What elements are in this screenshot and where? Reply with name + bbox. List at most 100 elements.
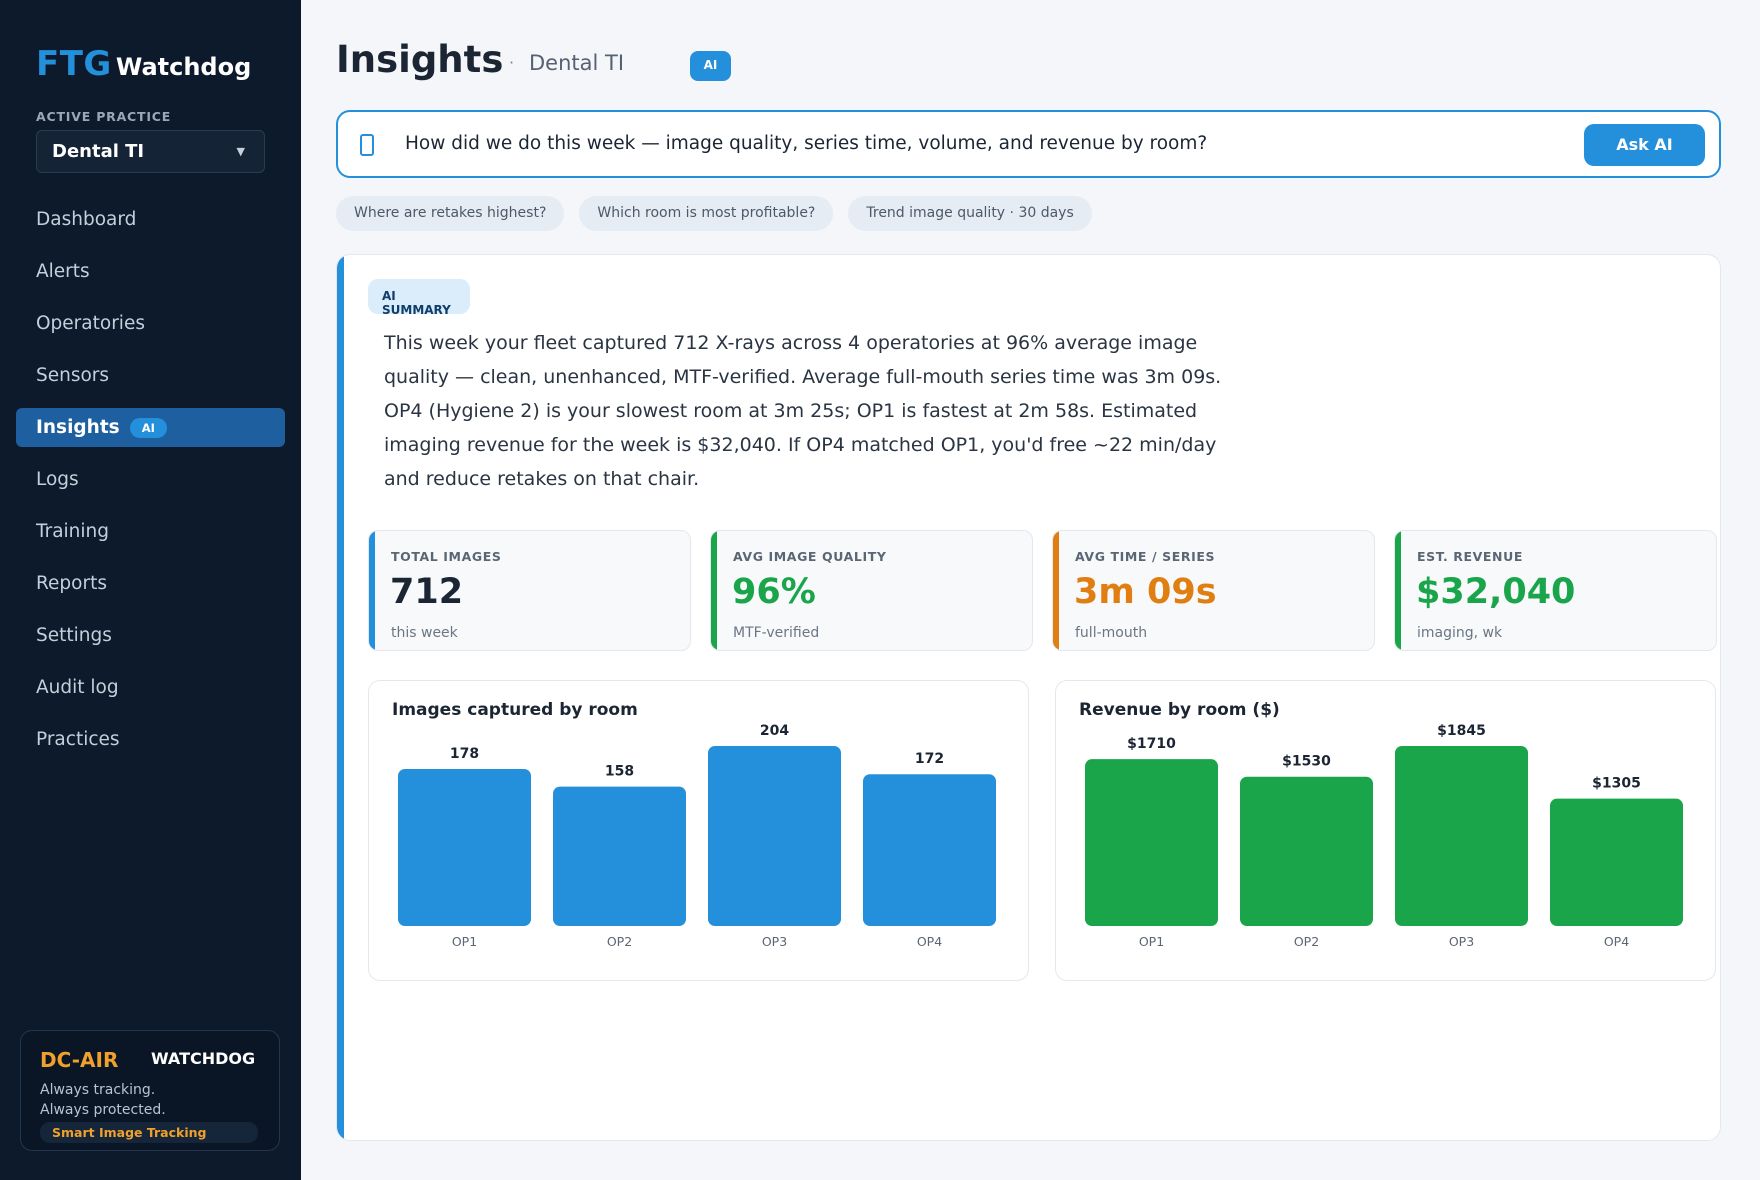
bar-op4[interactable] xyxy=(863,774,996,926)
sidebar-item-label: Sensors xyxy=(36,365,110,386)
ai-summary-text: This week your fleet captured 712 X-rays… xyxy=(384,332,1222,490)
practice-select[interactable]: Dental TI ▼ xyxy=(36,130,265,173)
promo-product: WATCHDOG xyxy=(151,1049,256,1068)
ask-ai-button[interactable]: Ask AI xyxy=(1584,124,1705,166)
x-tick-label: OP2 xyxy=(607,934,632,949)
kpi-card: TOTAL IMAGES 712 this week xyxy=(368,530,691,651)
chat-icon xyxy=(360,134,374,156)
sidebar-item-alerts[interactable]: Alerts xyxy=(16,252,285,291)
sidebar-item-settings[interactable]: Settings xyxy=(16,616,285,655)
suggestion-chips: Where are retakes highest? Which room is … xyxy=(336,196,1107,231)
kpi-accent xyxy=(711,531,717,650)
sidebar-item-sensors[interactable]: Sensors xyxy=(16,356,285,395)
x-tick-label: OP3 xyxy=(762,934,787,949)
bar-op2[interactable] xyxy=(553,786,686,926)
promo-brand: DC-AIR xyxy=(40,1048,119,1072)
kpi-label: TOTAL IMAGES xyxy=(391,549,502,564)
promo-card: DC-AIR WATCHDOG Always tracking. Always … xyxy=(20,1030,280,1151)
sidebar-item-label: Logs xyxy=(36,469,79,490)
revenue-by-room-chart: Revenue by room ($) $1710 OP1 $1530 OP2 $184… xyxy=(1055,680,1716,981)
sidebar-item-operatories[interactable]: Operatories xyxy=(16,304,285,343)
sidebar-item-insights[interactable]: Insights AI xyxy=(16,408,285,447)
sidebar-nav: Dashboard Alerts Operatories Sensors Insight… xyxy=(16,200,285,772)
bar-value-label: 158 xyxy=(605,764,634,780)
kpi-accent xyxy=(1395,531,1401,650)
bar-value-label: $1845 xyxy=(1437,723,1486,739)
chart-title: Images captured by room xyxy=(392,700,638,720)
bar-value-label: $1710 xyxy=(1127,736,1176,752)
kpi-card: EST. REVENUE $32,040 imaging, wk xyxy=(1394,530,1717,651)
sidebar-item-label: Training xyxy=(36,521,109,542)
bar-op4[interactable] xyxy=(1550,798,1683,926)
revenue-by-room-plot: $1710 OP1 $1530 OP2 $1845 OP3 $1305 OP4 xyxy=(1085,723,1683,949)
chart-title: Revenue by room ($) xyxy=(1079,700,1280,720)
promo-line-1: Always tracking. xyxy=(40,1082,156,1098)
bar-op3[interactable] xyxy=(1395,746,1528,926)
x-tick-label: OP1 xyxy=(1139,934,1164,949)
ai-summary-badge: AI SUMMARY xyxy=(368,279,470,317)
sidebar-item-label: Audit log xyxy=(36,677,119,698)
promo-line-2: Always protected. xyxy=(40,1102,166,1118)
kpi-card: AVG IMAGE QUALITY 96% MTF-verified xyxy=(710,530,1033,651)
bar-value-label: 178 xyxy=(450,746,479,762)
kpi-label: AVG IMAGE QUALITY xyxy=(733,549,887,564)
brand-ftg: FTG xyxy=(36,44,112,84)
x-tick-label: OP4 xyxy=(917,934,942,949)
suggestion-chip[interactable]: Trend image quality · 30 days xyxy=(848,196,1092,231)
sidebar-item-audit-log[interactable]: Audit log xyxy=(16,668,285,707)
sidebar-item-label: Practices xyxy=(36,729,120,750)
kpi-value: 712 xyxy=(390,572,464,612)
chevron-down-icon: ▼ xyxy=(236,145,245,158)
bar-value-label: 204 xyxy=(760,723,789,739)
bar-op2[interactable] xyxy=(1240,776,1373,926)
insights-card: AI SUMMARY This week your fleet captured… xyxy=(336,254,1721,1141)
card-accent xyxy=(337,255,344,1140)
title-separator: · xyxy=(509,53,515,72)
sidebar-item-label: Alerts xyxy=(36,261,90,282)
kpi-sub: full-mouth xyxy=(1075,625,1148,641)
kpi-label: EST. REVENUE xyxy=(1417,549,1523,564)
sidebar: FTG Watchdog ACTIVE PRACTICE Dental TI ▼… xyxy=(0,0,301,1180)
page-title: Insights xyxy=(336,38,504,81)
sidebar-item-label: Dashboard xyxy=(36,209,137,230)
kpi-value: 96% xyxy=(732,572,816,612)
promo-tagline: Smart Image Tracking xyxy=(40,1122,258,1143)
title-practice: Dental TI xyxy=(529,51,625,75)
sidebar-item-reports[interactable]: Reports xyxy=(16,564,285,603)
ask-ai-input[interactable]: How did we do this week — image quality,… xyxy=(405,133,1208,154)
brand-logo[interactable]: FTG Watchdog xyxy=(36,44,251,84)
sidebar-item-label: Operatories xyxy=(36,313,145,334)
images-by-room-chart: Images captured by room 178 OP1 158 OP2 204 O… xyxy=(368,680,1029,981)
x-tick-label: OP3 xyxy=(1449,934,1474,949)
kpi-value: 3m 09s xyxy=(1074,572,1217,612)
kpi-sub: this week xyxy=(391,625,458,641)
kpi-sub: imaging, wk xyxy=(1417,625,1503,641)
kpi-accent xyxy=(1053,531,1059,650)
practice-select-value: Dental TI xyxy=(52,141,145,162)
suggestion-chip[interactable]: Which room is most profitable? xyxy=(579,196,834,231)
x-tick-label: OP1 xyxy=(452,934,477,949)
bar-op3[interactable] xyxy=(708,746,841,926)
x-tick-label: OP2 xyxy=(1294,934,1319,949)
sidebar-item-label: Settings xyxy=(36,625,112,646)
sidebar-item-label: Reports xyxy=(36,573,107,594)
bar-value-label: $1530 xyxy=(1282,754,1331,770)
kpi-value: $32,040 xyxy=(1416,572,1576,612)
ask-ai-bar[interactable]: How did we do this week — image quality,… xyxy=(336,110,1721,178)
sidebar-item-logs[interactable]: Logs xyxy=(16,460,285,499)
sidebar-item-practices[interactable]: Practices xyxy=(16,720,285,759)
bar-value-label: $1305 xyxy=(1592,776,1641,792)
ai-badge: AI xyxy=(129,417,167,438)
sidebar-item-label: Insights xyxy=(36,417,120,438)
sidebar-item-training[interactable]: Training xyxy=(16,512,285,551)
suggestion-chip[interactable]: Where are retakes highest? xyxy=(336,196,565,231)
x-tick-label: OP4 xyxy=(1604,934,1629,949)
bar-value-label: 172 xyxy=(915,751,944,767)
sidebar-item-dashboard[interactable]: Dashboard xyxy=(16,200,285,239)
brand-name: Watchdog xyxy=(115,53,252,81)
kpi-accent xyxy=(369,531,375,650)
bar-op1[interactable] xyxy=(1085,759,1218,926)
kpi-label: AVG TIME / SERIES xyxy=(1075,549,1216,564)
active-practice-label: ACTIVE PRACTICE xyxy=(36,109,172,124)
bar-op1[interactable] xyxy=(398,768,531,926)
